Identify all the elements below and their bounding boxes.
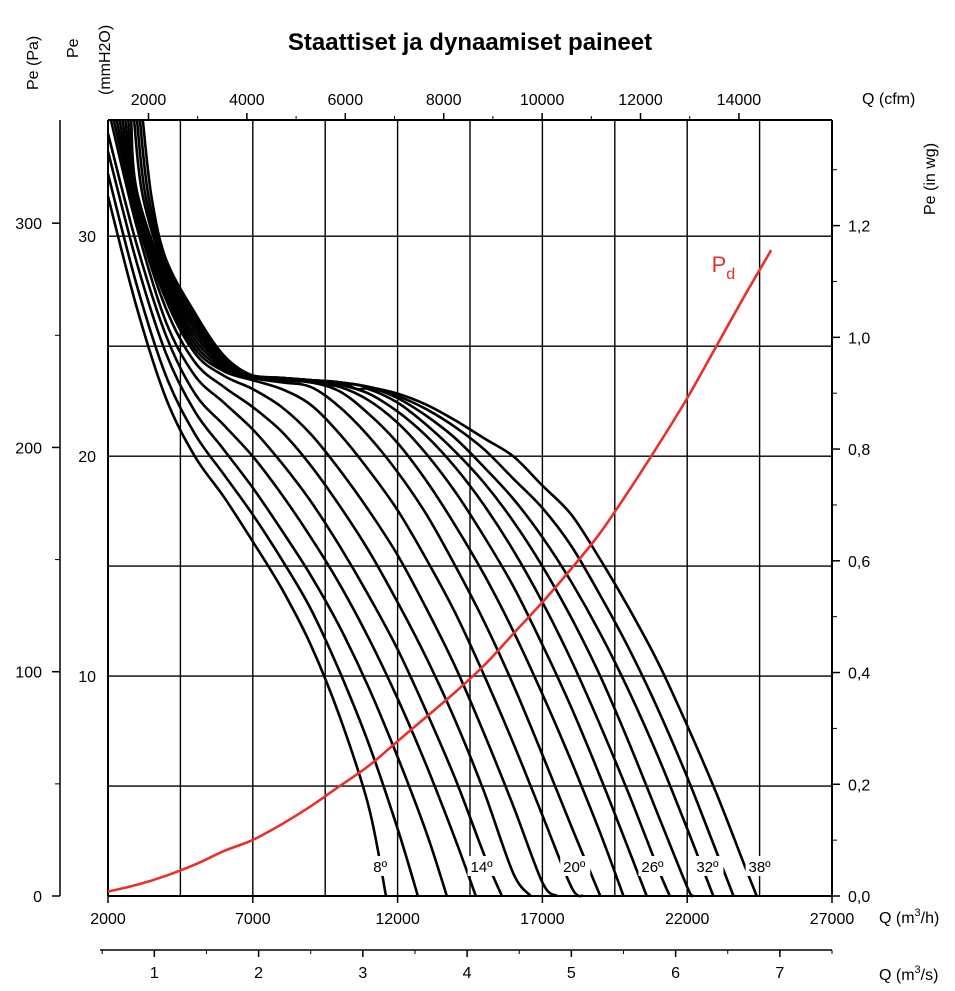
y-inwg-tick-label: 0,2 (848, 777, 870, 794)
blade-angle-label-bg (638, 856, 669, 876)
x-bottom2-label: Q (m3/s) (879, 964, 938, 984)
x-m3s-tick-label: 3 (358, 965, 367, 982)
x-top-tick-label: 10000 (520, 92, 565, 109)
x-bottom-tick-label: 7000 (235, 911, 271, 928)
blade-angle-label-bg (366, 856, 397, 876)
x-m3s-tick-label: 1 (150, 965, 159, 982)
x-bottom-label-tail: /h) (921, 910, 940, 927)
x-m3s-tick-label: 5 (567, 965, 576, 982)
x-top-label: Q (cfm) (862, 91, 915, 108)
fan-curves (106, 119, 758, 898)
pd-curve-label-sub: d (726, 266, 735, 283)
x-top-tick-label: 12000 (618, 92, 663, 109)
fan-curve-28deg (127, 119, 648, 897)
x-bottom2-label-base: Q (m (879, 967, 915, 984)
y-pa-tick-label: 0 (33, 889, 42, 906)
fan-curve-16deg (109, 119, 504, 897)
blade-angle-label: 32º (696, 859, 719, 876)
x-top-tick-label: 4000 (229, 92, 265, 109)
x-bottom-tick-label: 22000 (665, 911, 710, 928)
x-top-tick-label: 2000 (131, 92, 167, 109)
pd-curve-label-base: P (712, 252, 727, 277)
blade-angle-label: 38º (749, 859, 772, 876)
blade-angle-label-bg (745, 856, 776, 876)
blade-angle-label-bg (467, 856, 498, 876)
y-mmh2o-tick-label: 20 (78, 449, 96, 466)
blade-angle-label-bg (693, 856, 724, 876)
y-pa-tick-label: 100 (15, 665, 42, 682)
fan-curve-34deg (135, 119, 715, 897)
x-m3s-tick-label: 6 (671, 965, 680, 982)
fan-curve-20deg (115, 119, 558, 898)
blade-angle-label: 26º (641, 859, 664, 876)
x-bottom-tick-label: 27000 (810, 911, 855, 928)
x-bottom-label-base: Q (m (879, 910, 915, 927)
y-inwg-tick-label: 0,4 (848, 666, 870, 683)
fan-curve-32deg (132, 119, 695, 898)
blade-angle-label: 8º (373, 859, 387, 876)
x-bottom-tick-label: 2000 (90, 911, 126, 928)
fan-curve-10deg (106, 173, 420, 897)
x-bottom-tick-label: 17000 (520, 911, 565, 928)
x-bottom2-label-tail: /s) (921, 967, 939, 984)
fan-curve-12deg (106, 151, 449, 897)
x-top-tick-label: 14000 (717, 92, 762, 109)
y-left-outer-label: Pe (Pa) (25, 36, 42, 90)
fan-curve-38deg (141, 119, 758, 897)
y-pa-tick-label: 300 (15, 216, 42, 233)
pd-curve-label: Pd (712, 252, 736, 283)
x-m3s-tick-label: 4 (463, 965, 472, 982)
fan-curve-36deg (138, 119, 735, 897)
blade-angle-labels: 8º 14º 20º 26º 32º 38º (366, 856, 776, 876)
fan-curve-24deg (121, 119, 602, 897)
chart-title: Staattiset ja dynaamiset paineet (288, 29, 652, 56)
blade-angle-label: 20º (563, 859, 586, 876)
x-m3s-tick-label: 2 (254, 965, 263, 982)
pd-curve-group: Pd (107, 249, 773, 893)
x-bottom-tick-label: 12000 (375, 911, 420, 928)
x-top-tick-label: 8000 (426, 92, 462, 109)
grid (108, 120, 832, 896)
x-bottom-label-sup: 3 (915, 907, 921, 919)
blade-angle-label-bg (560, 856, 591, 876)
y-mmh2o-tick-label: 30 (78, 229, 96, 246)
pd-curve (107, 249, 773, 893)
y-left-inner-label: Pe (65, 38, 82, 58)
y-inwg-tick-label: 0,8 (848, 442, 870, 459)
blade-angle-label: 14º (470, 859, 493, 876)
y-inwg-tick-label: 1,2 (848, 219, 870, 236)
x-top-tick-label: 6000 (328, 92, 364, 109)
fan-curve-22deg (118, 119, 584, 898)
x-m3s-tick-label: 7 (775, 965, 784, 982)
y-inwg-tick-label: 0,0 (848, 889, 870, 906)
x-bottom2-label-sup: 3 (915, 964, 921, 976)
fan-curve-14deg (106, 133, 478, 897)
y-mmh2o-tick-label: 10 (78, 669, 96, 686)
fan-curve-8deg (106, 195, 388, 897)
y-pa-tick-label: 200 (15, 440, 42, 457)
fan-curve-18deg (112, 119, 532, 897)
fan-curve-26deg (124, 119, 625, 897)
axes (52, 113, 840, 957)
y-left-inner-unit: (mmH2O) (97, 25, 114, 95)
x-bottom-label: Q (m3/h) (879, 907, 939, 927)
y-inwg-tick-label: 1,0 (848, 330, 870, 347)
fan-curve-30deg (129, 119, 671, 897)
y-inwg-tick-label: 0,6 (848, 554, 870, 571)
y-right-label: Pe (in wg) (922, 143, 939, 215)
